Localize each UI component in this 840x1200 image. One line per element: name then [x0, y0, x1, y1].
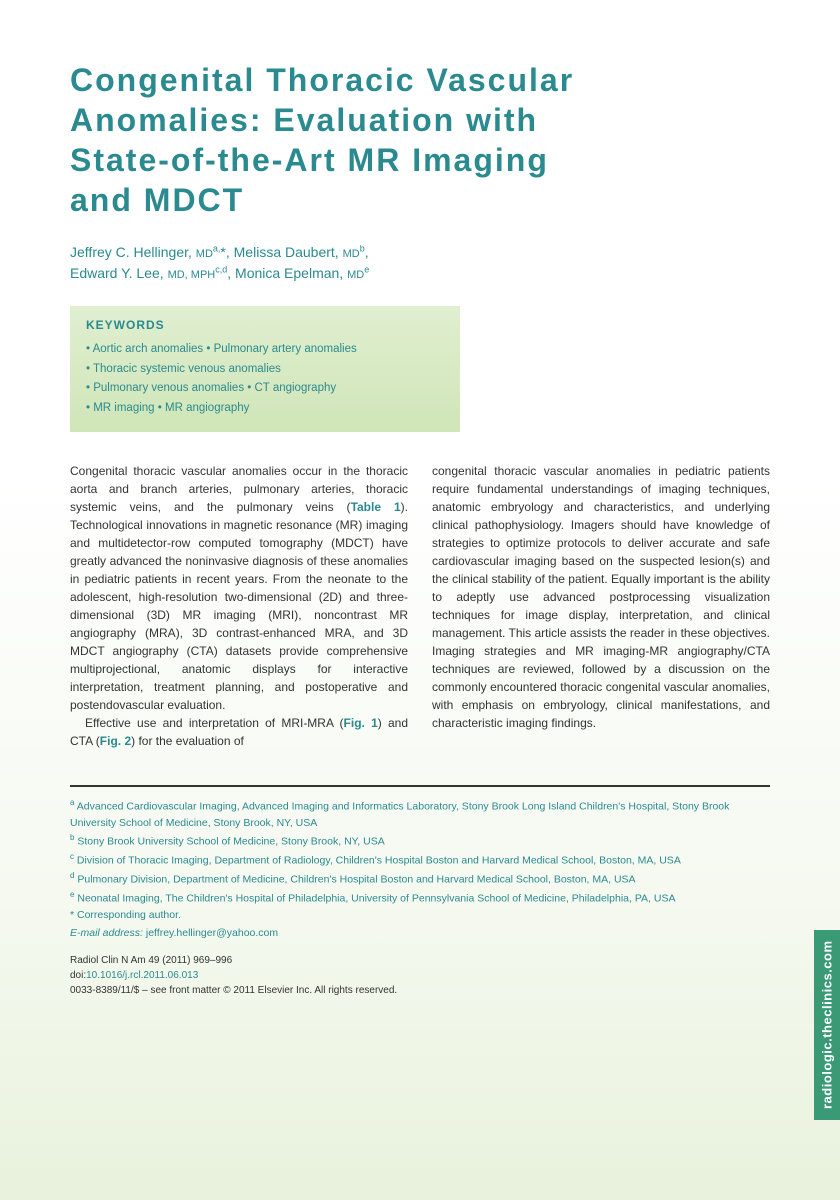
column-left: Congenital thoracic vascular anomalies o… [70, 462, 408, 750]
body-text-run: ). Technological innovations in magnetic… [70, 500, 408, 712]
paragraph: congenital thoracic vascular anomalies i… [432, 462, 770, 732]
figure-reference-link[interactable]: Fig. 2 [100, 734, 131, 748]
paragraph: Congenital thoracic vascular anomalies o… [70, 462, 408, 714]
author-list: Jeffrey C. Hellinger, MDa,*, Melissa Dau… [70, 242, 770, 284]
keywords-heading: KEYWORDS [86, 318, 444, 332]
citation-copyright: 0033-8389/11/$ – see front matter © 2011… [70, 983, 770, 998]
affiliations-block: a Advanced Cardiovascular Imaging, Advan… [70, 785, 770, 941]
citation-block: Radiol Clin N Am 49 (2011) 969–996 doi:1… [70, 953, 770, 998]
figure-reference-link[interactable]: Fig. 1 [344, 716, 378, 730]
doi-link[interactable]: 10.1016/j.rcl.2011.06.013 [86, 970, 198, 981]
table-reference-link[interactable]: Table 1 [351, 500, 401, 514]
column-right: congenital thoracic vascular anomalies i… [432, 462, 770, 750]
body-text-run: ) for the evaluation of [131, 734, 244, 748]
keywords-list: • Aortic arch anomalies • Pulmonary arte… [86, 340, 444, 418]
journal-side-tab[interactable]: radiologic.theclinics.com [814, 930, 840, 1120]
article-title: Congenital Thoracic Vascular Anomalies: … [70, 60, 610, 220]
citation-doi-line: doi:10.1016/j.rcl.2011.06.013 [70, 968, 770, 983]
citation-journal: Radiol Clin N Am 49 (2011) 969–996 [70, 953, 770, 968]
keywords-box: KEYWORDS • Aortic arch anomalies • Pulmo… [70, 306, 460, 432]
body-columns: Congenital thoracic vascular anomalies o… [70, 462, 770, 750]
article-page: Congenital Thoracic Vascular Anomalies: … [0, 0, 840, 1200]
doi-prefix: doi: [70, 970, 86, 981]
paragraph: Effective use and interpretation of MRI-… [70, 714, 408, 750]
body-text-run: Effective use and interpretation of MRI-… [85, 716, 344, 730]
